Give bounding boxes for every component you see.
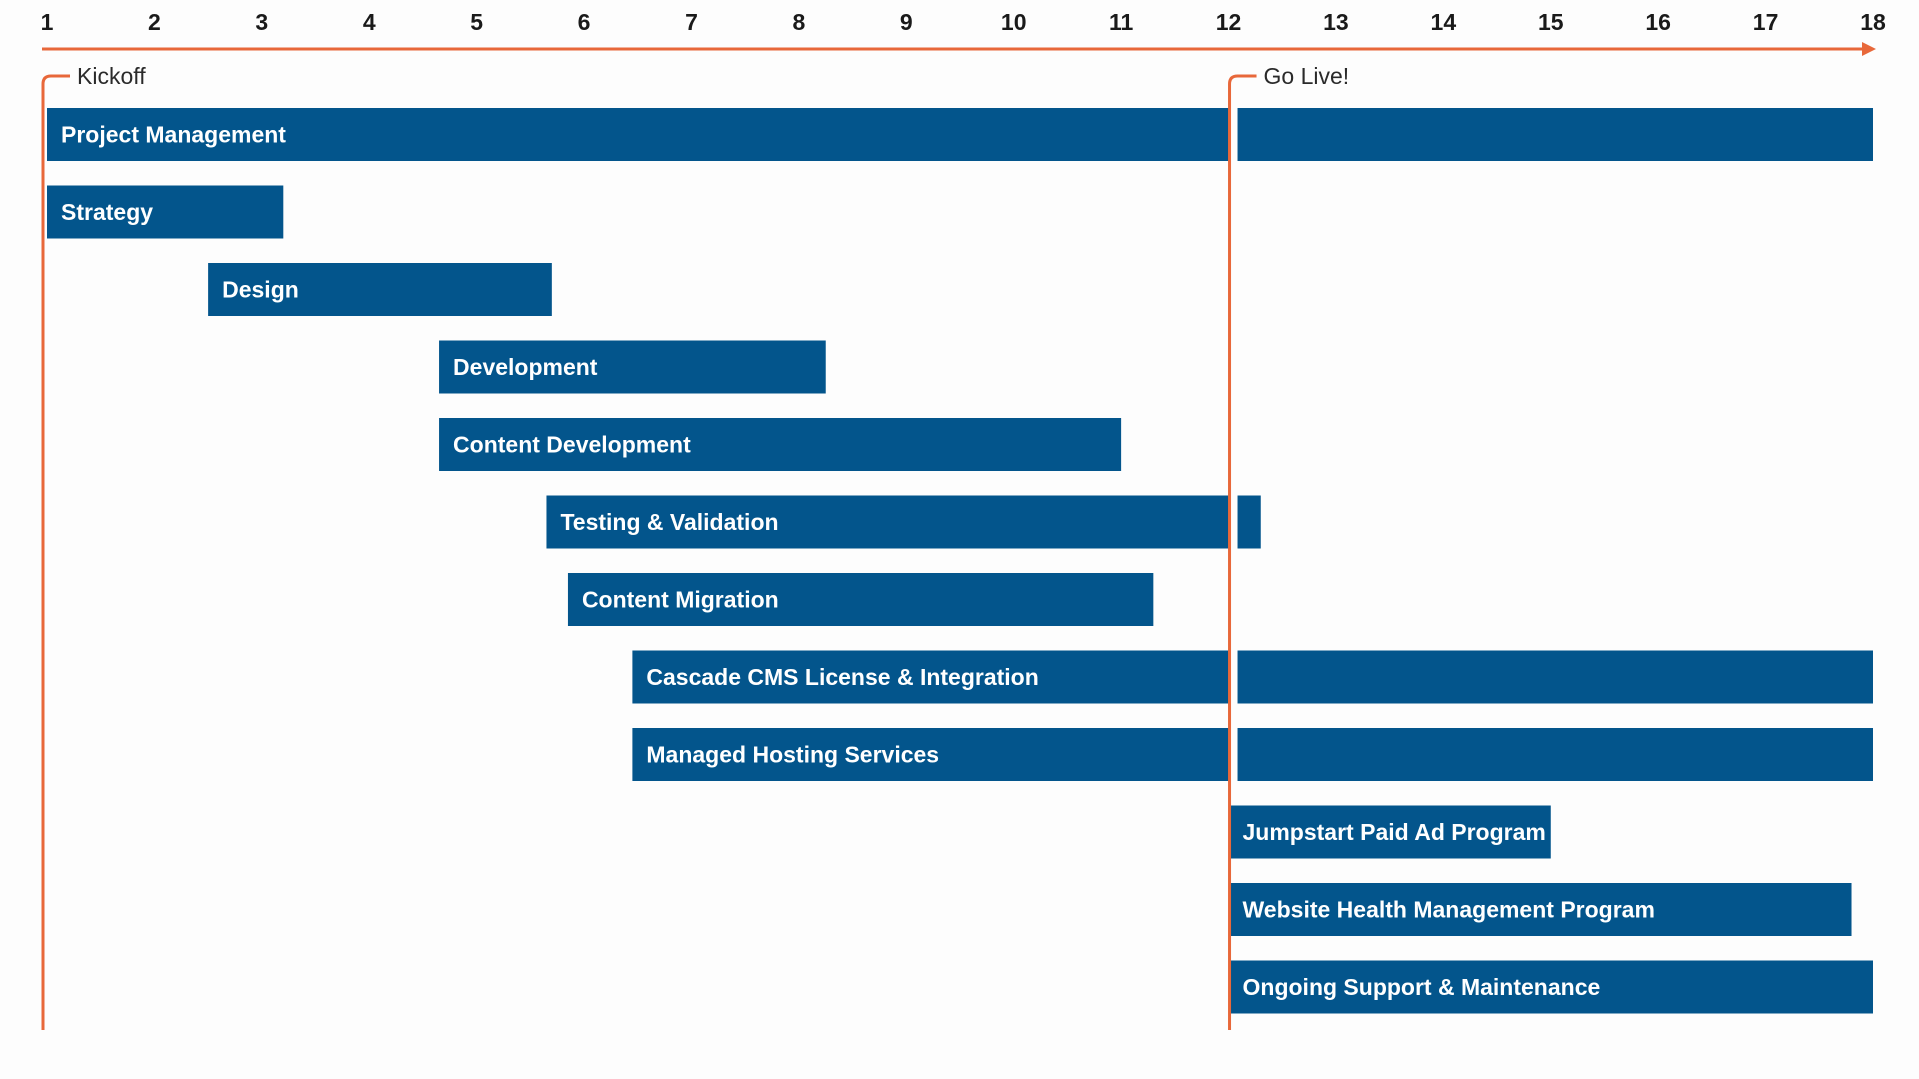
task-bar: Strategy — [47, 185, 284, 239]
task-bar-segment — [1228, 805, 1551, 859]
x-tick-label: 9 — [900, 9, 913, 35]
task-bar: Content Migration — [567, 573, 1154, 626]
task-bar-label: Strategy — [61, 199, 153, 225]
x-tick-label: 16 — [1645, 9, 1671, 35]
task-bar-segment — [1237, 495, 1261, 549]
task-bar-segment — [1237, 728, 1873, 781]
task-bar: Website Health Management Program — [1228, 883, 1852, 936]
milestone-marker: Kickoff — [41, 63, 146, 1030]
x-tick-label: 1 — [41, 9, 54, 35]
task-bar: Development — [439, 340, 826, 394]
task-bar-segment — [632, 728, 1230, 781]
task-bar: Design — [208, 263, 552, 316]
task-bar-segment — [546, 495, 1230, 549]
milestone-label: Kickoff — [77, 63, 146, 89]
task-bar-label: Design — [222, 277, 299, 303]
task-bar-segment — [1228, 883, 1852, 936]
x-tick-label: 14 — [1431, 9, 1457, 35]
task-bar-label: Development — [453, 354, 598, 380]
task-bar-label: Content Development — [453, 432, 691, 458]
task-bar-label: Cascade CMS License & Integration — [646, 664, 1038, 690]
task-bar-segment — [47, 185, 284, 239]
task-bar: Content Development — [439, 418, 1122, 471]
milestone-line — [41, 74, 70, 1030]
x-tick-label: 4 — [363, 9, 376, 35]
x-axis-ticks: 1 2 3 4 5 6 7 8 9 10 11 12 13 14 15 16 17 18 — [41, 9, 1886, 35]
x-tick-label: 3 — [255, 9, 268, 35]
task-bar-label: Content Migration — [582, 587, 779, 613]
task-bar-label: Project Management — [61, 122, 286, 148]
x-tick-label: 8 — [792, 9, 805, 35]
task-bar-label: Testing & Validation — [560, 509, 778, 535]
task-bar-segment — [1237, 108, 1873, 161]
task-bar: Jumpstart Paid Ad Program — [1228, 805, 1551, 859]
milestone-marker: Go Live! — [1228, 63, 1350, 1030]
task-bar-segment — [208, 263, 552, 316]
milestone-label: Go Live! — [1264, 63, 1350, 89]
task-bar-segment — [1237, 650, 1873, 704]
x-tick-label: 13 — [1323, 9, 1349, 35]
milestone-line — [1228, 74, 1257, 1030]
task-bar: Ongoing Support & Maintenance — [1228, 960, 1873, 1014]
task-bar-segment — [567, 573, 1154, 626]
x-tick-label: 12 — [1216, 9, 1242, 35]
x-tick-label: 5 — [470, 9, 483, 35]
task-bar-label: Managed Hosting Services — [646, 742, 939, 768]
task-bar-segment — [632, 650, 1230, 704]
task-bar: Testing & Validation — [546, 495, 1261, 549]
x-axis-arrow-icon — [1862, 42, 1876, 56]
x-tick-label: 15 — [1538, 9, 1564, 35]
x-tick-label: 6 — [578, 9, 591, 35]
task-bars: Project Management Strategy Design Developm… — [47, 108, 1873, 1014]
task-bar: Project Management — [47, 108, 1873, 161]
task-bar-label: Jumpstart Paid Ad Program — [1243, 819, 1546, 845]
x-axis — [42, 42, 1876, 56]
x-tick-label: 17 — [1753, 9, 1779, 35]
task-bar: Cascade CMS License & Integration — [632, 650, 1873, 704]
x-tick-label: 18 — [1860, 9, 1886, 35]
task-bar-label: Website Health Management Program — [1243, 897, 1655, 923]
x-tick-label: 7 — [685, 9, 698, 35]
x-tick-label: 11 — [1109, 9, 1134, 35]
milestones: Kickoff Go Live! — [41, 63, 1350, 1030]
task-bar: Managed Hosting Services — [632, 728, 1873, 781]
task-bar-segment — [1228, 960, 1873, 1014]
x-tick-label: 10 — [1001, 9, 1027, 35]
task-bar-label: Ongoing Support & Maintenance — [1243, 974, 1601, 1000]
task-bar-segment — [47, 108, 1230, 161]
task-bar-segment — [439, 340, 826, 394]
task-bar-segment — [439, 418, 1122, 471]
x-tick-label: 2 — [148, 9, 161, 35]
